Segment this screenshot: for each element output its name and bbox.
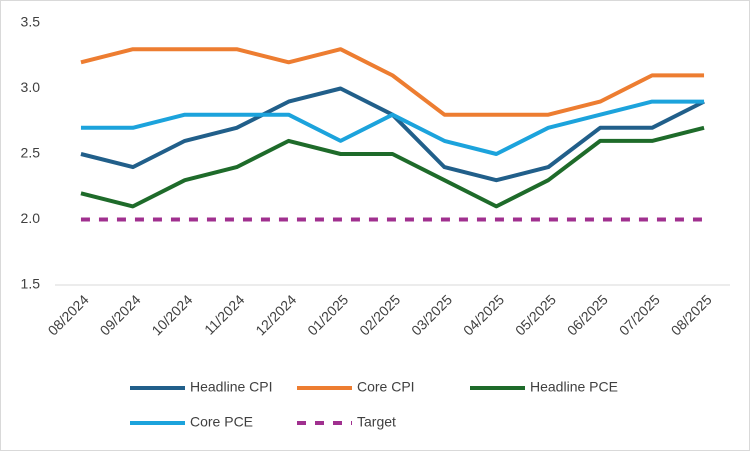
legend-label: Core PCE bbox=[190, 414, 253, 430]
y-tick-label: 1.5 bbox=[21, 276, 41, 292]
series-line bbox=[80, 47, 705, 117]
series-line bbox=[80, 125, 705, 209]
y-tick-label: 2.5 bbox=[21, 145, 41, 161]
legend-label: Headline PCE bbox=[530, 379, 618, 395]
series-line bbox=[80, 99, 705, 156]
legend-label: Target bbox=[357, 414, 396, 430]
legend-label: Headline CPI bbox=[190, 379, 273, 395]
y-tick-label: 3.0 bbox=[21, 79, 41, 95]
y-tick-label: 3.5 bbox=[21, 14, 41, 30]
legend-label: Core CPI bbox=[357, 379, 415, 395]
y-tick-label: 2.0 bbox=[21, 210, 41, 226]
